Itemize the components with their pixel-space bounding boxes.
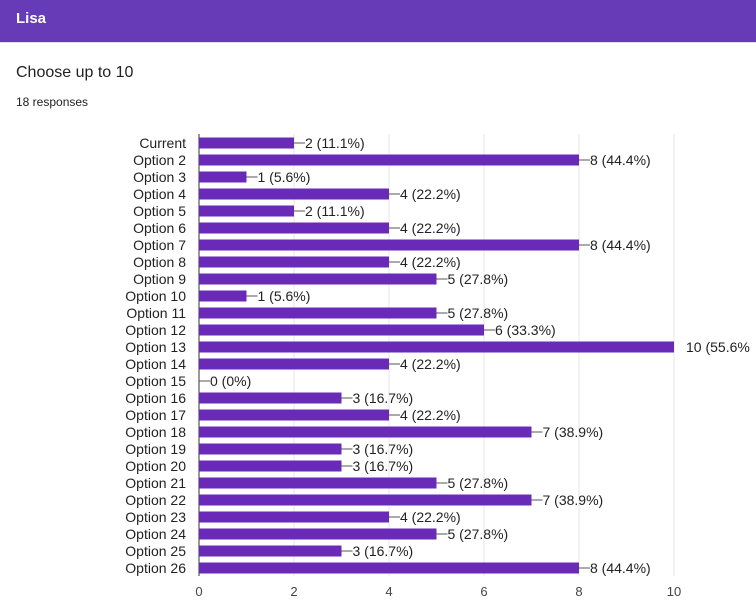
question-title: Choose up to 10: [16, 64, 134, 81]
category-label: Option 26: [125, 560, 186, 576]
x-tick-label: 2: [290, 584, 297, 599]
data-label: 3 (16.7%): [353, 458, 414, 474]
bar: [199, 307, 437, 319]
data-label: 5 (27.8%): [448, 305, 509, 321]
bar: [199, 426, 532, 438]
data-label: 8 (44.4%): [590, 237, 651, 253]
bar: [199, 443, 342, 455]
category-label: Option 3: [133, 169, 186, 185]
bar: [199, 341, 674, 353]
bar: [199, 392, 342, 404]
category-label: Option 10: [125, 288, 186, 304]
category-label: Option 21: [125, 475, 186, 491]
category-label: Option 6: [133, 220, 186, 236]
bar: [199, 477, 437, 489]
data-label: 4 (22.2%): [400, 407, 461, 423]
bar: [199, 188, 389, 200]
bar: [199, 171, 247, 183]
x-tick-label: 6: [480, 584, 487, 599]
header-divider: [0, 42, 756, 43]
bar: [199, 222, 389, 234]
category-label: Option 9: [133, 271, 186, 287]
bar: [199, 545, 342, 557]
category-label: Option 18: [125, 424, 186, 440]
category-label: Option 22: [125, 492, 186, 508]
data-label: 8 (44.4%): [590, 560, 651, 576]
data-label: 4 (22.2%): [400, 254, 461, 270]
header-title: Lisa: [16, 10, 47, 27]
data-label: 2 (11.1%): [305, 203, 365, 219]
bar: [199, 511, 389, 523]
bar: [199, 239, 579, 251]
data-label: 3 (16.7%): [353, 441, 414, 457]
data-label: 3 (16.7%): [353, 390, 414, 406]
category-label: Option 12: [125, 322, 186, 338]
data-label: 7 (38.9%): [543, 492, 604, 508]
bar: [199, 460, 342, 472]
data-label: 6 (33.3%): [495, 322, 556, 338]
data-label: 0 (0%): [210, 373, 251, 389]
category-label: Option 20: [125, 458, 186, 474]
bar: [199, 528, 437, 540]
data-label: 8 (44.4%): [590, 152, 651, 168]
bar: [199, 256, 389, 268]
data-label: 10 (55.6%: [686, 339, 750, 355]
category-label: Current: [139, 135, 186, 151]
x-tick-label: 8: [575, 584, 582, 599]
x-tick-label: 4: [385, 584, 392, 599]
data-label: 3 (16.7%): [353, 543, 414, 559]
category-label: Option 24: [125, 526, 186, 542]
category-label: Option 5: [133, 203, 186, 219]
x-tick-label: 10: [667, 584, 681, 599]
bar: [199, 205, 294, 217]
category-label: Option 19: [125, 441, 186, 457]
bar: [199, 273, 437, 285]
data-label: 5 (27.8%): [448, 526, 509, 542]
bar: [199, 494, 532, 506]
data-label: 4 (22.2%): [400, 356, 461, 372]
category-label: Option 4: [133, 186, 186, 202]
category-label: Option 2: [133, 152, 186, 168]
category-label: Option 15: [125, 373, 186, 389]
bar: [199, 290, 247, 302]
category-label: Option 7: [133, 237, 186, 253]
response-count: 18 responses: [16, 95, 89, 109]
category-label: Option 16: [125, 390, 186, 406]
bar: [199, 154, 579, 166]
x-tick-label: 0: [195, 584, 202, 599]
data-label: 1 (5.6%): [258, 169, 311, 185]
bar: [199, 324, 484, 336]
category-label: Option 8: [133, 254, 186, 270]
data-label: 4 (22.2%): [400, 186, 461, 202]
category-label: Option 11: [126, 305, 186, 321]
data-label: 7 (38.9%): [543, 424, 604, 440]
category-label: Option 13: [125, 339, 186, 355]
data-label: 5 (27.8%): [448, 271, 509, 287]
data-label: 4 (22.2%): [400, 509, 461, 525]
category-label: Option 14: [125, 356, 186, 372]
category-label: Option 17: [125, 407, 186, 423]
bar: [199, 409, 389, 421]
category-label: Option 23: [125, 509, 186, 525]
data-label: 4 (22.2%): [400, 220, 461, 236]
data-label: 2 (11.1%): [305, 135, 365, 151]
bar: [199, 137, 294, 149]
bar: [199, 358, 389, 370]
category-label: Option 25: [125, 543, 186, 559]
bar: [199, 562, 579, 574]
header-bar: Lisa: [0, 0, 756, 42]
data-label: 1 (5.6%): [258, 288, 311, 304]
data-label: 5 (27.8%): [448, 475, 509, 491]
